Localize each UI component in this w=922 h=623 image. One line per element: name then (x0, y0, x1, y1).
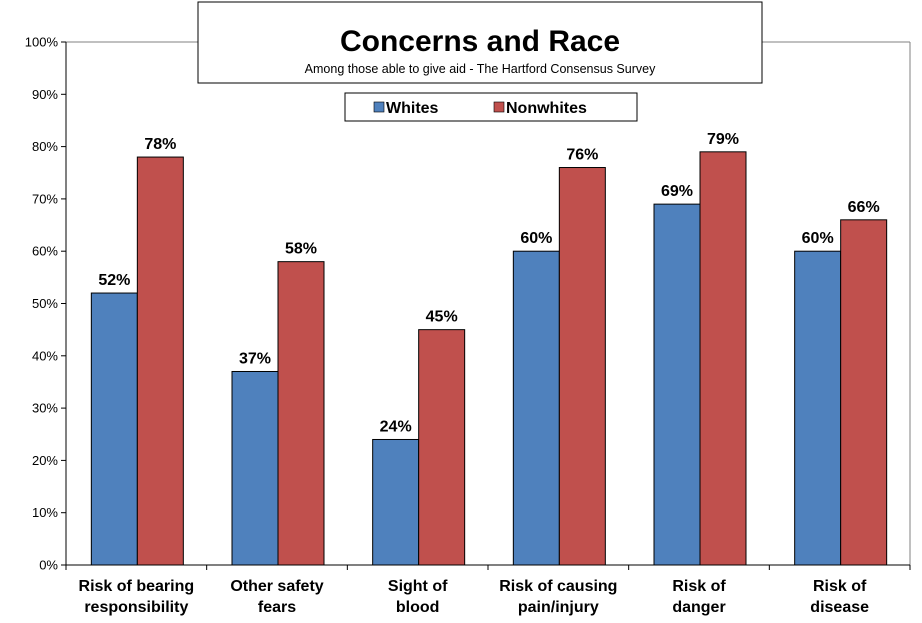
x-category-label: Sight of (388, 578, 448, 595)
y-tick-label: 80% (32, 139, 58, 154)
y-tick-label: 90% (32, 87, 58, 102)
x-category-label: disease (810, 599, 869, 616)
chart-subtitle: Among those able to give aid - The Hartf… (305, 62, 656, 76)
x-category-label: Other safety (230, 578, 323, 595)
legend: Whites Nonwhites (344, 92, 638, 122)
x-category-label: danger (672, 599, 725, 616)
bar-nonwhites (136, 156, 184, 566)
legend-swatch-nonwhites (493, 101, 505, 113)
bar-whites (653, 203, 701, 566)
legend-swatch-whites (373, 101, 385, 113)
bar-whites (512, 250, 560, 566)
data-label-whites: 37% (239, 350, 271, 367)
y-tick-label: 20% (32, 453, 58, 468)
legend-border (344, 92, 638, 122)
y-tick-label: 30% (32, 401, 58, 416)
bar-nonwhites (558, 167, 606, 566)
data-label-whites: 52% (98, 272, 130, 289)
data-label-whites: 69% (661, 183, 693, 200)
data-label-whites: 60% (802, 230, 834, 247)
data-label-nonwhites: 45% (426, 309, 458, 326)
data-label-whites: 60% (520, 230, 552, 247)
bar-whites (372, 438, 420, 566)
y-tick-label: 50% (32, 296, 58, 311)
y-tick-label: 0% (39, 558, 58, 573)
data-label-whites: 24% (380, 418, 412, 435)
x-category-label: Risk of (672, 578, 726, 595)
axis-layer: 0% 10% 20% 30% 40% 50% 60% 70% 80% 90% 100% Risk of… (25, 35, 911, 616)
legend-label-whites: Whites (386, 100, 439, 117)
data-label-nonwhites: 79% (707, 131, 739, 148)
bar-nonwhites (699, 151, 747, 566)
bar-whites (90, 292, 138, 566)
labels-layer: 52% 78% 37% 58% 24% 45% 60% 76% 69% 79% 60% 66% (98, 131, 879, 436)
x-category-label: Risk of (813, 578, 867, 595)
bar-whites (231, 370, 279, 566)
bars-layer (90, 151, 888, 566)
chart-title: Concerns and Race (340, 25, 620, 58)
y-tick-label: 70% (32, 191, 58, 206)
legend-label-nonwhites: Nonwhites (506, 100, 587, 117)
x-category-label: fears (258, 599, 296, 616)
x-category-label: pain/injury (518, 599, 599, 616)
bar-nonwhites (277, 261, 325, 566)
y-tick-label: 60% (32, 244, 58, 259)
data-label-nonwhites: 66% (848, 199, 880, 216)
bar-whites (794, 250, 842, 566)
data-label-nonwhites: 76% (566, 147, 598, 164)
x-category-label: responsibility (84, 599, 188, 616)
x-category-label: Risk of bearing (79, 578, 195, 595)
y-tick-label: 40% (32, 348, 58, 363)
data-label-nonwhites: 58% (285, 241, 317, 258)
x-category-label: Risk of causing (499, 578, 617, 595)
title-box: Concerns and Race Among those able to gi… (197, 1, 763, 84)
bar-nonwhites (840, 219, 888, 566)
data-label-nonwhites: 78% (144, 136, 176, 153)
y-tick-label: 10% (32, 505, 58, 520)
y-tick-label: 100% (25, 35, 59, 50)
x-category-label: blood (396, 599, 440, 616)
title-box-border (197, 1, 763, 84)
bar-nonwhites (418, 329, 466, 566)
